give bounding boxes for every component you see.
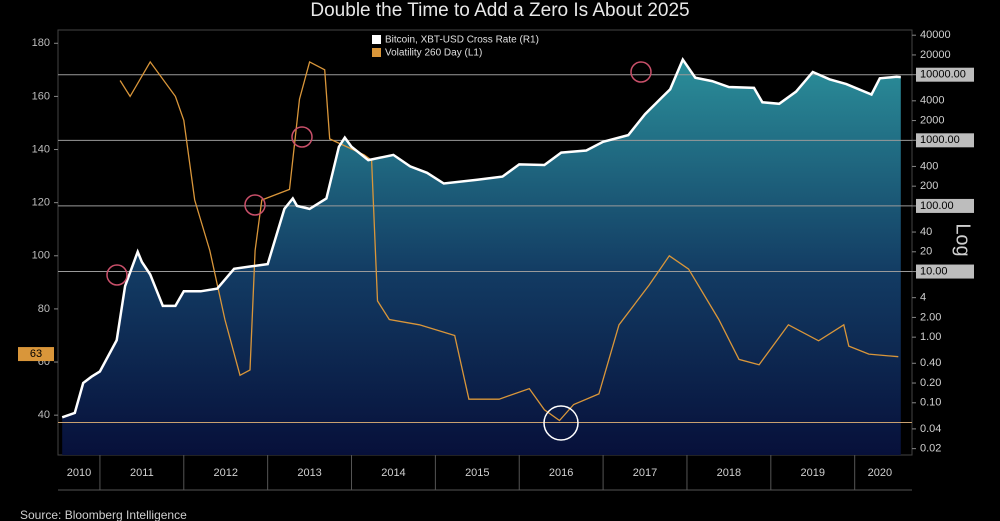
y2-tick-label: 40000: [920, 29, 951, 41]
y2-tick-label: 200: [920, 180, 938, 192]
x-tick-label: 2016: [549, 467, 573, 479]
legend-swatch: [372, 48, 381, 57]
y-tick-label: 100: [32, 250, 50, 262]
y2-tick-label: 2000: [920, 114, 944, 126]
y2-tick-box: [916, 198, 974, 213]
y2-tick-label: 20000: [920, 49, 951, 61]
y2-tick-label: 0.20: [920, 377, 941, 389]
y-tick-label: 80: [38, 303, 50, 315]
legend-label: Bitcoin, XBT-USD Cross Rate (R1): [385, 35, 539, 46]
y2-tick-label: 0.10: [920, 397, 941, 409]
x-tick-label: 2017: [633, 467, 657, 479]
y2-tick-label: 20: [920, 246, 932, 258]
y-tick-label: 120: [32, 197, 50, 209]
legend-swatch: [372, 35, 381, 44]
x-tick-label: 2011: [130, 467, 154, 479]
source: Source: Bloomberg Intelligence: [20, 508, 187, 521]
x-tick-label: 2013: [297, 467, 321, 479]
chart-title: Double the Time to Add a Zero Is About 2…: [310, 0, 689, 21]
line: [119, 60, 899, 422]
highlight-circle: [106, 264, 128, 286]
y2-tick-label: 0.02: [920, 443, 941, 455]
y2-tick-label: 400: [920, 160, 938, 172]
y2-tick-box: [916, 67, 974, 82]
y2-tick-label: 0.40: [920, 357, 941, 369]
y2-tick-box: [916, 264, 974, 279]
x-tick-label: 2019: [801, 467, 825, 479]
y2-tick-label: 40: [920, 226, 932, 238]
y2-tick-label: 2.00: [920, 311, 941, 323]
x-tick-label: 2018: [717, 467, 741, 479]
x-tick-label: 2012: [213, 467, 237, 479]
plot-area: [58, 57, 912, 455]
y2-tick-label: 1000.00: [920, 134, 960, 146]
y2-tick-label: 1.00: [920, 331, 941, 343]
y2-tick-label: 4000: [920, 95, 944, 107]
y2-tick-box: [916, 133, 974, 148]
x-tick-label: 2010: [67, 467, 91, 479]
y2-tick-label: 10.00: [920, 265, 948, 277]
highlight-circle: [543, 405, 579, 441]
y2-tick-label: 10000.00: [920, 69, 966, 81]
x-tick-label: 2015: [465, 467, 489, 479]
y2-tick-label: 100.00: [920, 200, 954, 212]
highlight-circle: [244, 194, 266, 216]
highlight-circle: [630, 61, 652, 83]
line: [61, 57, 901, 419]
area: [62, 59, 901, 455]
highlight-circle: [291, 126, 313, 148]
y-tick-label: 160: [32, 90, 50, 102]
y-tick-label: 140: [32, 143, 50, 155]
legend-label: Volatility 260 Day (L1): [385, 48, 482, 59]
y2-axis-label: Log: [952, 223, 974, 256]
y-tick-label: 180: [32, 37, 50, 49]
x-tick-label: 2014: [381, 467, 405, 479]
x-tick-label: 2020: [868, 467, 892, 479]
y2-tick-label: 4: [920, 292, 926, 304]
last-value-box: [18, 347, 54, 362]
y2-tick-label: 0.04: [920, 423, 941, 435]
y-tick-label: 40: [38, 409, 50, 421]
last-value-label: 63: [30, 348, 42, 360]
